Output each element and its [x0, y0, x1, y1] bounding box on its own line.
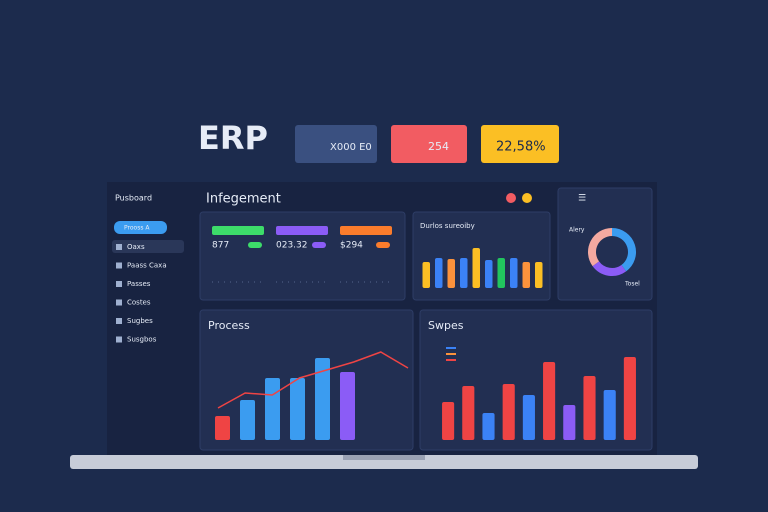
bar — [472, 248, 480, 288]
menu-icon[interactable]: ☰ — [578, 194, 586, 204]
bar — [462, 386, 475, 440]
sidebar-icon — [116, 318, 122, 324]
stat-value: 877 — [212, 241, 229, 251]
bar — [485, 260, 493, 288]
kpi-value: 22,58% — [496, 140, 546, 155]
kpi-value: X000 E0 — [330, 142, 372, 153]
bar — [240, 400, 255, 440]
sidebar-icon — [116, 244, 122, 250]
stat-tag — [340, 226, 392, 235]
chart-title: Durlos sureoiby — [420, 222, 475, 230]
donut-segment — [611, 228, 636, 272]
bar — [583, 376, 596, 440]
stat-pill — [312, 242, 326, 248]
bar — [435, 258, 443, 288]
avatar[interactable] — [522, 193, 532, 203]
donut-segment — [592, 261, 627, 276]
bar — [535, 262, 543, 288]
laptop-notch — [343, 455, 425, 460]
chart-title: Swpes — [428, 319, 464, 332]
avatar[interactable] — [506, 193, 516, 203]
bar — [543, 362, 556, 440]
bar — [563, 405, 576, 440]
trend-line — [217, 351, 409, 409]
sidebar-icon — [116, 336, 122, 343]
laptop-base — [70, 455, 698, 469]
bar — [442, 402, 455, 440]
panel — [557, 187, 653, 301]
title: ERP — [198, 119, 268, 157]
bar — [510, 258, 518, 288]
bar — [265, 378, 280, 440]
chart-title: Process — [208, 319, 250, 332]
kpi-value: 254 — [428, 140, 449, 153]
sidebar-title: Pusboard — [115, 194, 152, 203]
stat-value: $294 — [340, 241, 363, 251]
stat-pill — [376, 242, 390, 248]
bar — [497, 258, 505, 288]
donut-label: Tosel — [624, 281, 640, 288]
kpi-card — [391, 125, 467, 163]
stat-pill — [248, 242, 262, 248]
bar — [315, 358, 330, 440]
dashboard-title: Infegement — [206, 192, 281, 207]
panel — [199, 211, 406, 301]
bar — [502, 384, 515, 440]
sidebar-item: Oaxs — [127, 243, 145, 251]
bar — [290, 378, 305, 440]
bar — [482, 413, 495, 440]
bar — [522, 262, 530, 288]
sidebar-item: Costes — [127, 299, 151, 307]
sidebar-item: Passes — [127, 280, 151, 288]
sidebar-item: Sugbes — [127, 317, 153, 325]
bar — [460, 258, 468, 288]
sidebar-item: Susgbos — [127, 336, 157, 344]
bar — [447, 259, 455, 288]
sidebar-icon — [116, 281, 122, 287]
bar — [422, 262, 430, 288]
bar — [215, 416, 230, 440]
stat-value: 023.32 — [276, 241, 308, 251]
bar — [623, 357, 636, 440]
kpi-card — [481, 125, 559, 163]
donut-segment — [588, 228, 613, 267]
sidebar-button[interactable] — [114, 221, 167, 234]
kpi-card — [295, 125, 377, 163]
sidebar-active — [112, 240, 184, 253]
stat-tag — [212, 226, 264, 235]
sidebar-icon — [116, 262, 122, 269]
stat-tag — [276, 226, 328, 235]
sidebar-item: Paass Caxa — [127, 262, 167, 270]
sidebar-button-label[interactable]: Prooss A — [124, 225, 150, 232]
bar — [522, 395, 535, 440]
donut-label: Alery — [569, 227, 585, 234]
sidebar-icon — [116, 299, 122, 306]
bar — [603, 390, 616, 440]
bar — [340, 372, 355, 440]
